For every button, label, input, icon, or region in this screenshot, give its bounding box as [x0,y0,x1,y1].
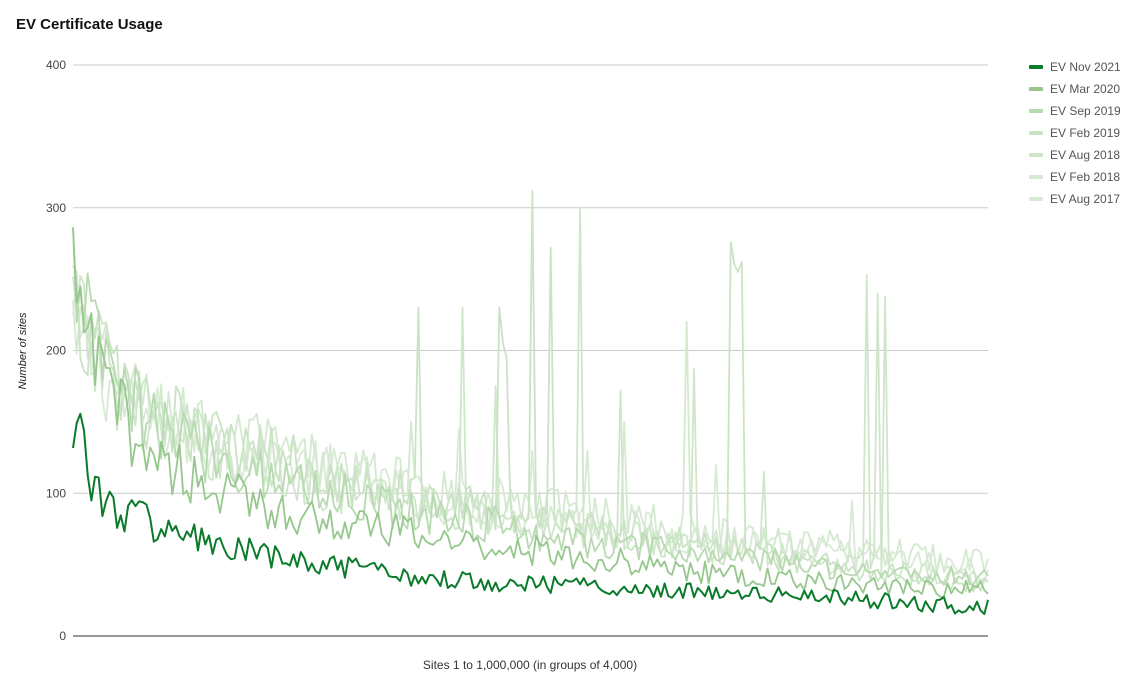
legend-label: EV Mar 2020 [1050,82,1121,96]
y-tick-label: 400 [46,58,66,72]
legend-item[interactable]: EV Feb 2018 [1029,166,1139,188]
legend-label: EV Feb 2018 [1050,170,1121,184]
legend: EV Nov 2021 EV Mar 2020 EV Sep 2019 EV F… [1029,56,1139,210]
y-tick-label: 100 [46,486,66,500]
series-line-ev-nov-2021 [72,412,989,615]
y-tick-label: 0 [59,629,66,643]
y-axis-label: Number of sites [17,312,29,390]
y-tick-label: 300 [46,201,66,215]
series-line-ev-mar-2020 [72,227,989,598]
series-line-ev-feb-2019 [72,189,989,593]
legend-item[interactable]: EV Nov 2021 [1029,56,1139,78]
series-line-ev-sep-2019 [72,227,989,586]
legend-item[interactable]: EV Sep 2019 [1029,100,1139,122]
legend-label: EV Feb 2019 [1050,126,1121,140]
y-tick-labels: 0 100 200 300 400 [46,58,66,643]
x-axis-label: Sites 1 to 1,000,000 (in groups of 4,000… [422,658,638,672]
legend-swatch-icon [1029,153,1043,157]
legend-item[interactable]: EV Feb 2019 [1029,122,1139,144]
legend-swatch-icon [1029,65,1043,69]
series-group [72,189,989,615]
legend-item[interactable]: EV Aug 2017 [1029,188,1139,210]
legend-label: EV Aug 2018 [1050,148,1121,162]
legend-label: EV Aug 2017 [1050,192,1121,206]
y-tick-label: 200 [46,344,66,358]
legend-swatch-icon [1029,109,1043,113]
legend-swatch-icon [1029,175,1043,179]
legend-item[interactable]: EV Aug 2018 [1029,144,1139,166]
legend-label: EV Sep 2019 [1050,104,1121,118]
legend-label: EV Nov 2021 [1050,60,1121,74]
legend-swatch-icon [1029,197,1043,201]
legend-swatch-icon [1029,131,1043,135]
legend-swatch-icon [1029,87,1043,91]
legend-item[interactable]: EV Mar 2020 [1029,78,1139,100]
chart-title: EV Certificate Usage [16,16,163,33]
